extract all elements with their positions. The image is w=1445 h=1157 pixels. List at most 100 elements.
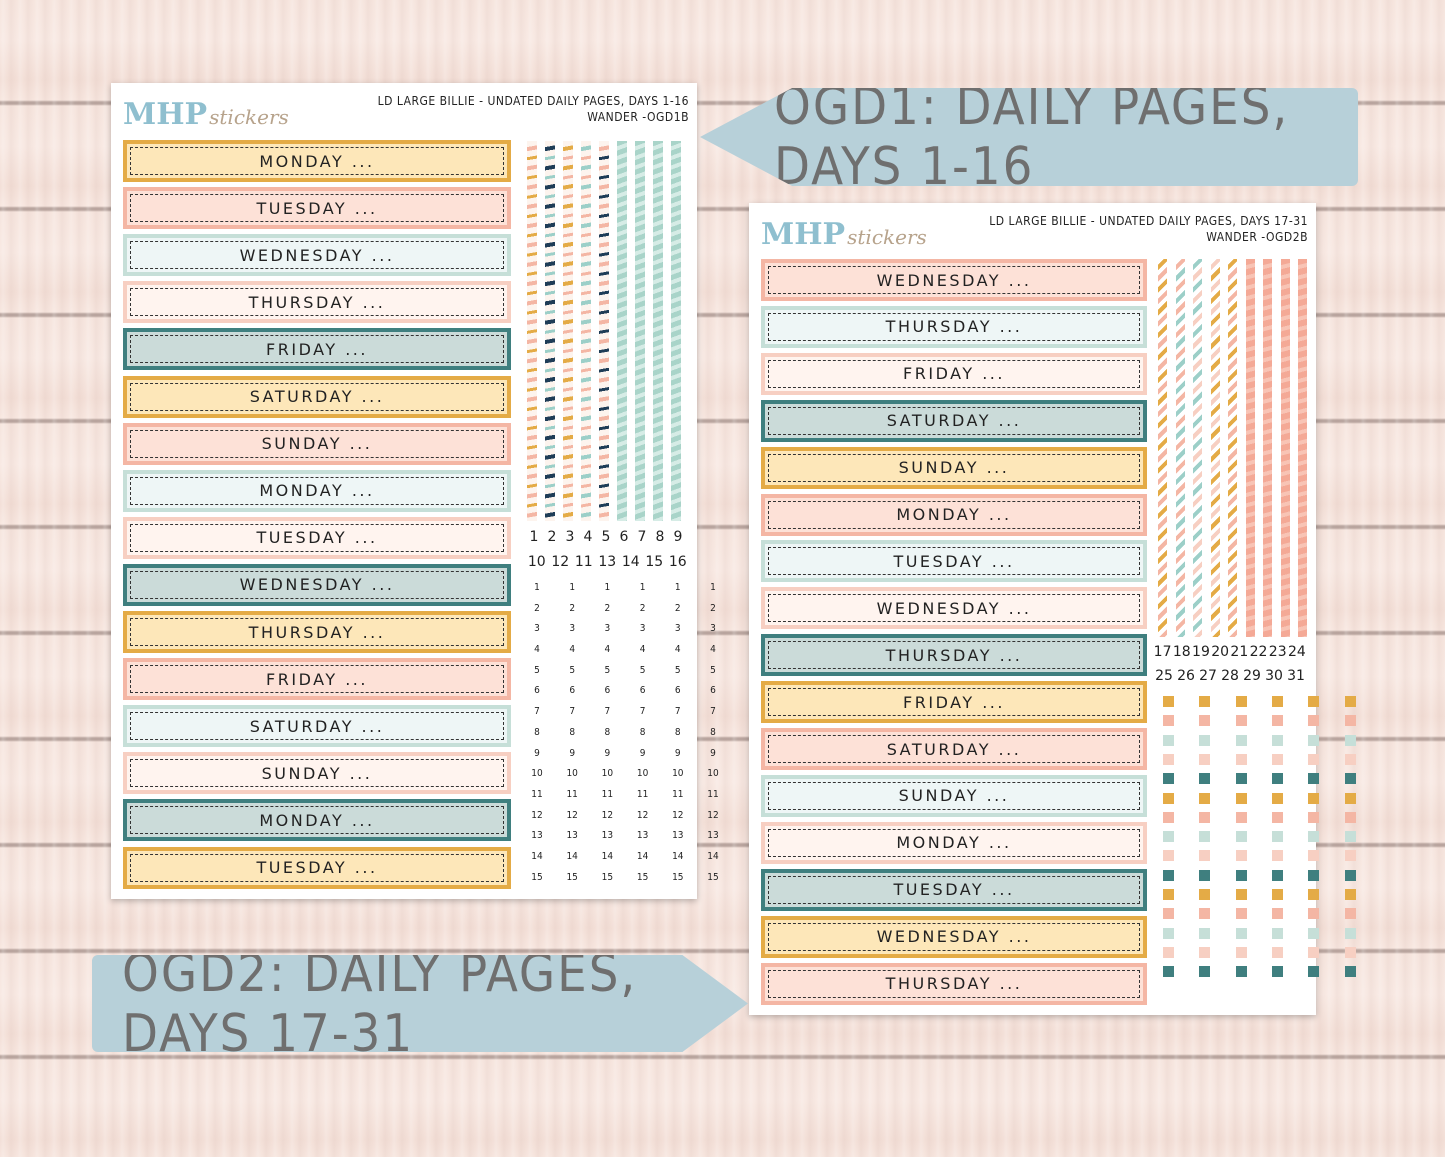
color-dot bbox=[1235, 773, 1247, 785]
day-banner-label: WEDNESDAY ... bbox=[239, 575, 395, 595]
day-banner: MONDAY ... bbox=[123, 140, 511, 182]
color-dot bbox=[1199, 889, 1211, 900]
day-banner: SATURDAY ... bbox=[123, 375, 511, 418]
banner-dotted-border bbox=[768, 922, 1140, 951]
day-banner-label: TUESDAY ... bbox=[893, 880, 1015, 900]
color-dot bbox=[1163, 908, 1174, 920]
banner-dotted-border bbox=[130, 194, 504, 223]
sticker-sheet-2: MHP stickers LD LARGE BILLIE - UNDATED D… bbox=[749, 203, 1356, 1015]
count-number: 2 bbox=[710, 602, 716, 614]
color-dot bbox=[1199, 850, 1211, 862]
count-number: 7 bbox=[674, 706, 681, 718]
label-tag-ogd1: OGD1: DAILY PAGES, DAYS 1-16 bbox=[700, 88, 1358, 186]
count-number: 3 bbox=[639, 623, 646, 635]
count-column: 1 2 3 4 5 6 7 8 9 10 11 12 13 14 15 bbox=[668, 578, 688, 888]
count-number: 10 bbox=[531, 768, 543, 780]
count-number: 4 bbox=[604, 644, 611, 656]
count-number: 14 bbox=[601, 850, 614, 862]
day-banner: SATURDAY ... bbox=[123, 705, 511, 748]
color-dot bbox=[1163, 753, 1174, 765]
day-number: 24 bbox=[1287, 644, 1306, 660]
count-number: 8 bbox=[674, 726, 681, 738]
color-dot bbox=[1199, 908, 1211, 920]
count-number: 8 bbox=[534, 726, 540, 738]
color-dot bbox=[1199, 753, 1211, 765]
sheet-title-line1: LD LARGE BILLIE - UNDATED DAILY PAGES, D… bbox=[989, 214, 1308, 228]
color-dot bbox=[1235, 946, 1247, 958]
count-number: 8 bbox=[569, 726, 576, 738]
count-number: 14 bbox=[531, 850, 543, 862]
color-dot bbox=[1271, 966, 1283, 978]
day-number: 11 bbox=[574, 554, 593, 570]
day-banner-label: TUESDAY ... bbox=[893, 551, 1015, 571]
day-number: 18 bbox=[1172, 644, 1191, 660]
washi-strip bbox=[545, 141, 555, 521]
count-number: 15 bbox=[601, 871, 614, 883]
count-number: 14 bbox=[672, 850, 684, 862]
count-number: 14 bbox=[566, 850, 578, 862]
color-dot bbox=[1271, 850, 1283, 862]
color-dot bbox=[1344, 908, 1356, 920]
count-number: 6 bbox=[534, 685, 540, 697]
color-dot bbox=[1235, 889, 1247, 900]
day-banner: MONDAY ... bbox=[123, 469, 511, 512]
count-number: 4 bbox=[569, 644, 576, 656]
color-dot bbox=[1163, 889, 1174, 900]
count-number: 2 bbox=[674, 602, 681, 614]
color-dot bbox=[1199, 811, 1211, 823]
day-banner: THURSDAY ... bbox=[761, 962, 1147, 1005]
count-number: 9 bbox=[569, 747, 576, 759]
count-number: 7 bbox=[639, 706, 646, 718]
day-banner-label: THURSDAY ... bbox=[885, 974, 1023, 993]
washi-strip bbox=[1175, 259, 1185, 637]
banner-dotted-border bbox=[768, 453, 1140, 482]
count-number: 14 bbox=[636, 850, 649, 862]
day-number: 26 bbox=[1177, 668, 1195, 684]
day-banner: SUNDAY ... bbox=[761, 774, 1147, 817]
day-banner: MONDAY ... bbox=[761, 493, 1147, 536]
color-dot bbox=[1271, 715, 1283, 727]
banner-dotted-border bbox=[130, 382, 504, 411]
count-number: 4 bbox=[710, 644, 716, 656]
day-banner-label: THURSDAY ... bbox=[248, 292, 386, 312]
count-number: 11 bbox=[636, 788, 649, 800]
count-number: 9 bbox=[604, 747, 611, 759]
washi-strip bbox=[635, 141, 645, 521]
count-number: 11 bbox=[531, 788, 543, 800]
color-dot bbox=[1344, 889, 1356, 900]
day-banner: WEDNESDAY ... bbox=[123, 563, 511, 606]
count-number: 11 bbox=[707, 788, 719, 800]
color-dot bbox=[1163, 927, 1174, 939]
count-number: 1 bbox=[639, 582, 646, 593]
day-banner-label: MONDAY ... bbox=[259, 481, 375, 501]
day-number: 28 bbox=[1221, 668, 1239, 684]
day-banner-label: THURSDAY ... bbox=[885, 645, 1023, 665]
banner-dotted-border bbox=[768, 875, 1140, 904]
color-dot bbox=[1199, 966, 1211, 978]
day-number: 1 bbox=[529, 529, 539, 545]
day-banner-label: SATURDAY ... bbox=[249, 387, 385, 406]
count-number: 11 bbox=[601, 788, 614, 800]
color-dot bbox=[1163, 696, 1174, 707]
color-dot bbox=[1308, 811, 1320, 823]
color-dot bbox=[1271, 734, 1283, 746]
count-number: 6 bbox=[710, 685, 716, 697]
banner-dotted-border bbox=[130, 523, 504, 552]
banner-dotted-border bbox=[130, 241, 504, 270]
color-dot bbox=[1271, 773, 1283, 785]
day-banner: TUESDAY ... bbox=[761, 540, 1147, 583]
washi-strip bbox=[599, 141, 609, 521]
day-banner: MONDAY ... bbox=[123, 799, 511, 842]
day-number: 8 bbox=[655, 529, 665, 545]
color-dot bbox=[1163, 850, 1174, 862]
color-dot bbox=[1199, 792, 1211, 804]
banner-dotted-border bbox=[130, 806, 504, 835]
count-number: 1 bbox=[534, 582, 540, 593]
banner-dotted-border bbox=[768, 828, 1140, 857]
color-dot bbox=[1271, 792, 1283, 804]
color-dot bbox=[1308, 831, 1320, 843]
count-number: 12 bbox=[601, 809, 614, 821]
banner-dotted-border bbox=[768, 266, 1140, 294]
count-number: 9 bbox=[639, 747, 646, 759]
count-number: 2 bbox=[534, 602, 540, 614]
